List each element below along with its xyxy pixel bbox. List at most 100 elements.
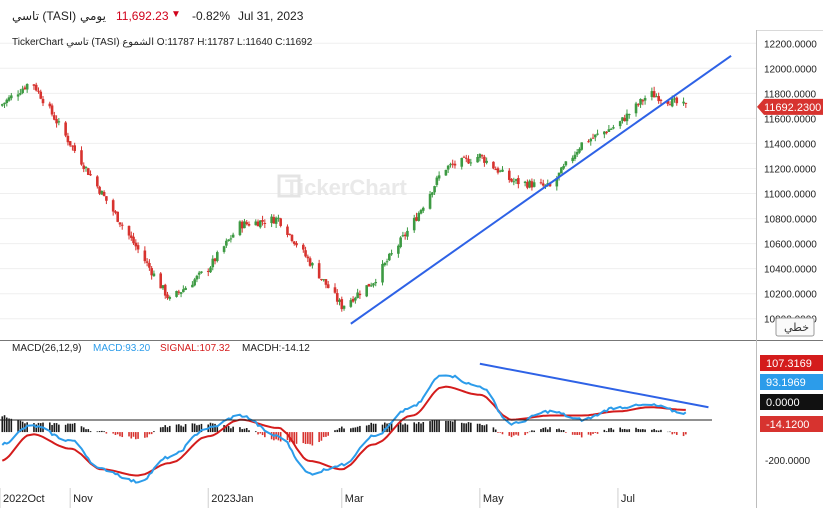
candle-body xyxy=(225,240,228,246)
time-tick-label: Jul xyxy=(621,493,635,505)
candle-body xyxy=(175,290,178,297)
price-tick-label: 11800.0000 xyxy=(764,89,817,100)
price-tick-label: 12200.0000 xyxy=(764,39,817,50)
candle-body xyxy=(659,99,663,101)
time-tick-label: Nov xyxy=(73,493,93,505)
candle-body xyxy=(32,84,36,86)
candle-body xyxy=(311,263,314,266)
candle-body xyxy=(231,234,235,238)
candle-body xyxy=(374,281,378,284)
symbol-label[interactable]: تاسي (TASI) xyxy=(12,9,77,23)
candle-body xyxy=(206,270,210,272)
time-tick-label: 2023Jan xyxy=(211,493,253,505)
candle-body xyxy=(163,284,167,296)
candle-body xyxy=(184,287,187,290)
candle-body xyxy=(34,84,38,91)
chart-canvas[interactable]: TickerChart TickerChart تاسي (TASI) الشم… xyxy=(0,30,823,508)
candle-body xyxy=(419,209,423,214)
candle-body xyxy=(179,292,183,294)
candle-body xyxy=(403,234,407,237)
time-tick-label: Mar xyxy=(345,493,364,505)
price-trendline[interactable] xyxy=(350,54,732,325)
candle-body xyxy=(612,127,615,129)
candle-body xyxy=(428,194,432,209)
candle-body xyxy=(240,221,244,229)
candle-body xyxy=(150,268,153,276)
candle-body xyxy=(143,250,147,262)
candle-body xyxy=(652,91,656,98)
candle-body xyxy=(528,180,531,188)
candle-body xyxy=(431,192,434,195)
candle-body xyxy=(464,157,468,159)
candle-body xyxy=(263,222,267,224)
candle-body xyxy=(564,161,568,166)
scale-button[interactable]: خطي xyxy=(775,317,815,337)
macd-axis-tick: -200.0000 xyxy=(765,456,810,467)
candle-body xyxy=(145,261,149,263)
candle-body xyxy=(68,141,72,146)
macd-indicator-label[interactable]: MACD(26,12,9) xyxy=(12,343,81,354)
candle-body xyxy=(247,223,251,226)
candle-body xyxy=(306,256,310,259)
macd-line xyxy=(1,374,687,484)
candle-body xyxy=(182,289,185,293)
interval-label[interactable]: يومي xyxy=(80,9,106,23)
candle-body xyxy=(152,273,156,277)
candle-body xyxy=(684,102,688,104)
candle-body xyxy=(326,284,330,289)
candle-body xyxy=(302,244,305,250)
price-info-label: TickerChart تاسي (TASI) الشموع O:11787 H… xyxy=(12,37,313,48)
candle-body xyxy=(636,104,640,106)
hist-tag-text: -14.1200 xyxy=(766,419,809,431)
candle-body xyxy=(609,128,613,130)
candle-body xyxy=(5,99,9,104)
price-tick-label: 10600.0000 xyxy=(764,240,817,251)
watermark: TickerChart xyxy=(285,175,408,200)
macd-value-label: MACD:93.20 xyxy=(93,343,151,354)
candle-body xyxy=(401,235,405,237)
candle-body xyxy=(541,183,545,186)
candle-body xyxy=(573,154,577,159)
candle-body xyxy=(200,271,203,273)
candle-body xyxy=(560,167,563,174)
candle-body xyxy=(385,261,389,263)
time-axis: 2022Oct Nov 2023Jan Mar May Jul xyxy=(0,488,635,508)
price-tick-label: 10200.0000 xyxy=(764,290,817,301)
candle-body xyxy=(274,217,278,224)
candle-body xyxy=(177,291,181,293)
candle-body xyxy=(84,167,88,169)
candle-body xyxy=(98,186,101,194)
candle-body xyxy=(593,134,597,138)
macd-tag xyxy=(760,374,823,390)
candle-body xyxy=(37,90,40,92)
candle-body xyxy=(102,192,106,196)
last-price-tag: 11692.2300 xyxy=(757,98,823,115)
signal-value-label: SIGNAL:107.32 xyxy=(160,343,230,354)
price-tick-label: 10400.0000 xyxy=(764,265,817,276)
candle-body xyxy=(643,98,647,101)
candle-body xyxy=(191,284,194,288)
candle-body xyxy=(279,218,282,226)
candle-body xyxy=(444,169,448,176)
candle-body xyxy=(544,184,547,186)
candle-body xyxy=(655,96,658,98)
candle-body xyxy=(480,155,484,157)
hist-value-label: MACDH:-14.12 xyxy=(242,343,310,354)
scale-button-label: خطي xyxy=(784,322,809,334)
candle-body xyxy=(292,241,296,244)
zero-tag-text: 0.0000 xyxy=(766,397,800,409)
candle-body xyxy=(317,263,321,279)
candle-body xyxy=(105,196,108,201)
candle-body xyxy=(607,129,611,132)
candle-body xyxy=(589,138,593,142)
candle-body xyxy=(41,98,45,104)
candle-body xyxy=(605,131,608,133)
candle-body xyxy=(272,217,276,224)
price-plot-area[interactable] xyxy=(0,30,756,340)
macd-value-tags: 107.3169 93.1969 0.0000 -14.1200 xyxy=(760,355,823,432)
candle-body xyxy=(596,133,599,135)
candle-body xyxy=(498,170,502,172)
candle-body xyxy=(243,221,246,229)
macd-trendline[interactable] xyxy=(479,362,709,409)
candle-body xyxy=(254,221,258,226)
